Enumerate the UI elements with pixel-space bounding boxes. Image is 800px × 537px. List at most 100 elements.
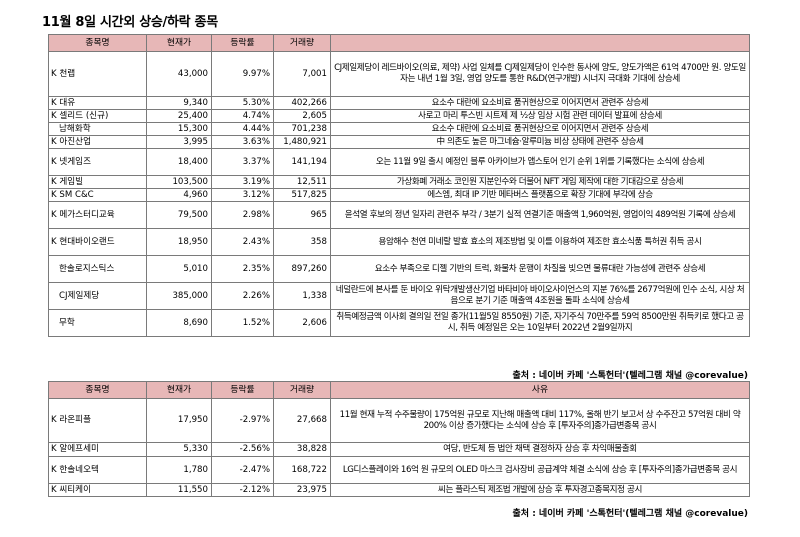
stock-price: 25,400 [146,109,212,123]
header-name: 종목명 [48,381,147,399]
stock-change-rate: 3.37% [211,148,274,176]
stock-reason: 요소수 대란에 요소비료 품귀현상으로 이어지면서 관련주 상승세 [330,122,750,136]
table-row: K 현대바이오랜드 18,950 2.43% 358 용암해수 천연 미네랄 발효 효소… [48,228,750,256]
table-header-row: 종목명 현재가 등락률 거래량 [48,34,750,52]
stock-price: 79,500 [146,201,212,229]
stock-price: 8,690 [146,309,212,337]
stock-volume: 168,722 [273,456,331,484]
stock-name: K 넷게임즈 [48,148,147,176]
stock-change-rate: 2.26% [211,282,274,310]
stock-price: 3,995 [146,135,212,149]
stock-volume: 27,668 [273,398,331,443]
table-row: K 알에프세미 5,330 -2.56% 38,828 여당, 반도체 등 법안 채택 … [48,442,750,457]
stock-volume: 897,260 [273,255,331,283]
header-rate: 등락률 [211,34,274,52]
stock-reason: 에스엠, 최대 IP 기반 메타버스 플랫폼으로 확장 기대에 부각에 상승 [330,188,750,202]
stock-change-rate: -2.47% [211,456,274,484]
stock-name: K SM C&C [48,188,147,202]
stock-name: K 천랩 [48,51,147,97]
stock-volume: 965 [273,201,331,229]
stock-change-rate: 5.30% [211,96,274,110]
stock-change-rate: 3.19% [211,175,274,189]
stock-reason: CJ제일제당이 레드바이오(의료, 제약) 사업 일체를 CJ제일제당이 인수한… [330,51,750,97]
stock-volume: 517,825 [273,188,331,202]
stock-change-rate: -2.97% [211,398,274,443]
stock-name: K 셀리드 (신규) [48,109,147,123]
stock-price: 15,300 [146,122,212,136]
source-note: 출처 : 네이버 카페 '스톡헌터'(텔레그램 채널 @corevalue) [512,371,749,381]
stock-change-rate: -2.56% [211,442,274,457]
stock-volume: 358 [273,228,331,256]
header-volume: 거래량 [273,34,331,52]
stock-price: 103,500 [146,175,212,189]
falling-stocks-table: 종목명 현재가 등락률 거래량 사유 K 라온피플 17,950 -2.97% 27,… [48,381,750,497]
stock-reason: 中 의존도 높은 마그네슘·알루미늄 비상 상태에 관련주 상승세 [330,135,750,149]
table-row: K 셀리드 (신규) 25,400 4.74% 2,605 사로고 마리 투스빈 시트제… [48,109,750,123]
header-price: 현재가 [146,34,212,52]
header-volume: 거래량 [273,381,331,399]
stock-name: K 아진산업 [48,135,147,149]
stock-name: K 게임빌 [48,175,147,189]
stock-name: CJ제일제당 [48,282,147,310]
stock-reason: 씨는 플라스틱 제조법 개발에 상승 후 투자경고종목지정 공시 [330,483,750,497]
stock-change-rate: 1.52% [211,309,274,337]
stock-reason: 취득예정금액 이사회 결의일 전일 종가(11월5일 8550원) 기준, 자기… [330,309,750,337]
stock-change-rate: 2.98% [211,201,274,229]
table-row: K 천랩 43,000 9.97% 7,001 CJ제일제당이 레드바이오(의료, 제약… [48,51,750,97]
stock-reason: 가상화폐 거래소 코인원 지분인수와 더불어 NFT 게임 제작에 대한 기대감… [330,175,750,189]
table-row: K 대유 9,340 5.30% 402,266 요소수 대란에 요소비료 품귀현상으로… [48,96,750,110]
stock-volume: 402,266 [273,96,331,110]
stock-volume: 12,511 [273,175,331,189]
stock-reason: 오는 11월 9일 출시 예정인 블루 아카이브가 앱스토어 인기 순위 1위를… [330,148,750,176]
stock-reason: 윤석열 후보의 정년 일자리 관련주 부각 / 3분기 실적 연결기준 매출액 … [330,201,750,229]
stock-change-rate: 3.63% [211,135,274,149]
table-row: 한솔로지스틱스 5,010 2.35% 897,260 요소수 부족으로 디젤 기반의 … [48,255,750,283]
stock-change-rate: 3.12% [211,188,274,202]
table-row: CJ제일제당 385,000 2.26% 1,338 네덜란드에 본사를 둔 바이오 위… [48,282,750,310]
stock-price: 43,000 [146,51,212,97]
table-row: K 라온피플 17,950 -2.97% 27,668 11월 현재 누적 수주물량이 … [48,398,750,443]
page-title: 11월 8일 시간외 상승/하락 종목 [42,15,218,30]
stock-name: K 한솔네오텍 [48,456,147,484]
header-rate: 등락률 [211,381,274,399]
stock-reason: 용암해수 천연 미네랄 발효 효소의 제조방법 및 이를 이용하여 제조한 효소… [330,228,750,256]
table-row: K 넷게임즈 18,400 3.37% 141,194 오는 11월 9일 출시 예정인… [48,148,750,176]
stock-name: K 라온피플 [48,398,147,443]
table-row: K 한솔네오텍 1,780 -2.47% 168,722 LG디스플레이와 16억 원 … [48,456,750,484]
header-reason: 사유 [330,381,750,399]
stock-name: K 씨티케이 [48,483,147,497]
source-note: 출처 : 네이버 카페 '스톡헌터'(텔레그램 채널 @corevalue) [512,509,749,519]
stock-name: 무학 [48,309,147,337]
stock-reason: 여당, 반도체 등 법안 채택 결정하자 상승 후 차익매물출회 [330,442,750,457]
stock-price: 17,950 [146,398,212,443]
stock-price: 4,960 [146,188,212,202]
stock-change-rate: 2.35% [211,255,274,283]
header-price: 현재가 [146,381,212,399]
header-reason [330,34,750,52]
stock-reason: 요소수 대란에 요소비료 품귀현상으로 이어지면서 관련주 상승세 [330,96,750,110]
stock-name: K 현대바이오랜드 [48,228,147,256]
stock-reason: 요소수 부족으로 디젤 기반의 트럭, 화물차 운행이 차질을 빚으면 물류대란… [330,255,750,283]
table-header-row: 종목명 현재가 등락률 거래량 사유 [48,381,750,399]
stock-name: K 알에프세미 [48,442,147,457]
stock-name: 한솔로지스틱스 [48,255,147,283]
stock-price: 18,400 [146,148,212,176]
stock-volume: 38,828 [273,442,331,457]
stock-name: K 메가스터디교육 [48,201,147,229]
stock-reason: 11월 현재 누적 수주물량이 175억원 규모로 지난해 매출액 대비 117… [330,398,750,443]
stock-price: 18,950 [146,228,212,256]
stock-reason: LG디스플레이와 16억 원 규모의 OLED 마스크 검사장비 공급계약 체결… [330,456,750,484]
stock-price: 9,340 [146,96,212,110]
table-row: K 메가스터디교육 79,500 2.98% 965 윤석열 후보의 정년 일자리 관련… [48,201,750,229]
stock-change-rate: 4.74% [211,109,274,123]
stock-reason: 네덜란드에 본사를 둔 바이오 위탁개발생산기업 바타비아 바이오사이언스의 지… [330,282,750,310]
table-row: K 게임빌 103,500 3.19% 12,511 가상화폐 거래소 코인원 지분인수… [48,175,750,189]
stock-name: K 대유 [48,96,147,110]
stock-change-rate: -2.12% [211,483,274,497]
stock-name: 남해화학 [48,122,147,136]
stock-price: 385,000 [146,282,212,310]
stock-price: 1,780 [146,456,212,484]
stock-change-rate: 4.44% [211,122,274,136]
table-row: K 아진산업 3,995 3.63% 1,480,921 中 의존도 높은 마그네슘·알… [48,135,750,149]
stock-volume: 1,338 [273,282,331,310]
